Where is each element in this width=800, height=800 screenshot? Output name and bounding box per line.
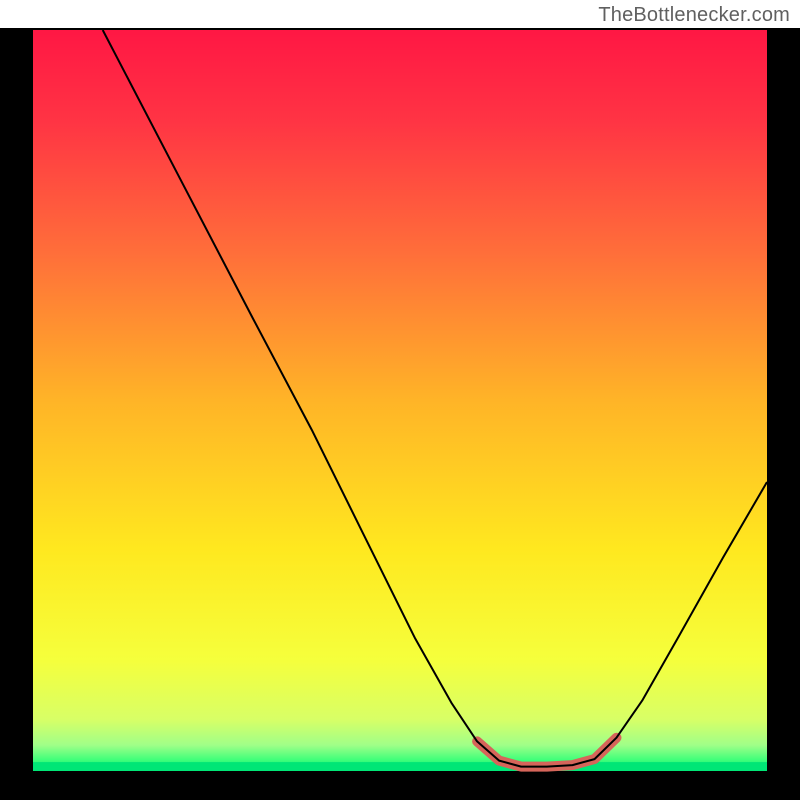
chart-svg [0, 28, 800, 800]
gradient-plot-rect [33, 30, 767, 771]
gradient-bottom-stripe [33, 762, 767, 771]
chart-outer [0, 28, 800, 800]
watermark-text: TheBottlenecker.com [598, 4, 790, 27]
